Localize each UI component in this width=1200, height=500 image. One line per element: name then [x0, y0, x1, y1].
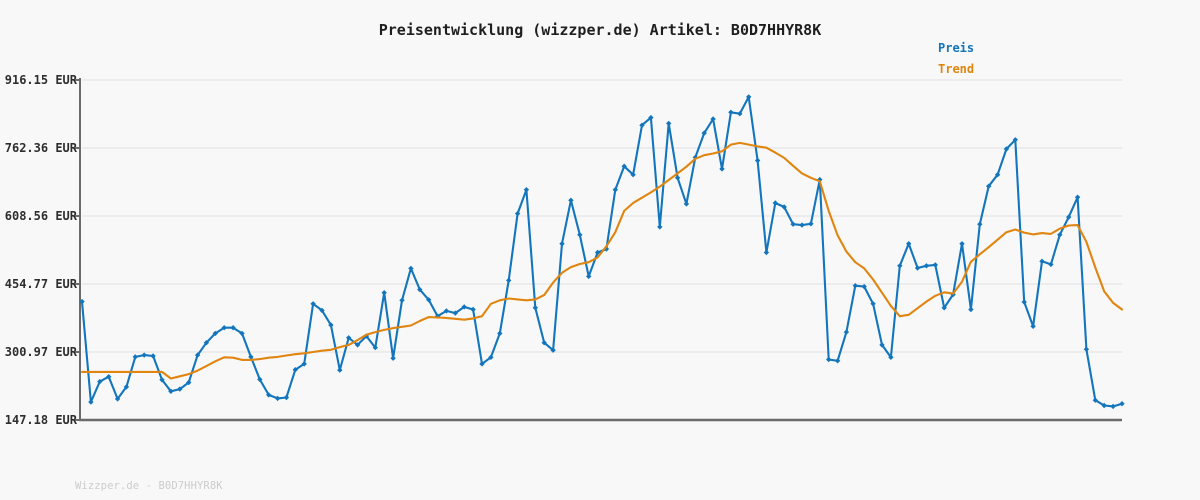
- y-tick-label: 608.56 EUR: [4, 209, 77, 223]
- chart-title: Preisentwicklung (wizzper.de) Artikel: B…: [378, 21, 822, 39]
- series-line-trend: [80, 141, 1124, 380]
- legend: Preis Trend: [938, 38, 974, 80]
- y-tick-label: 300.97 EUR: [4, 345, 77, 359]
- y-tick-label: 147.18 EUR: [4, 413, 77, 427]
- y-tick-label: 762.36 EUR: [4, 141, 77, 155]
- y-tick-label: 454.77 EUR: [4, 277, 77, 291]
- legend-item-preis: Preis: [938, 41, 975, 55]
- watermark: Wizzper.de - B0D7HHYR8K: [75, 480, 223, 492]
- legend-item-trend: Trend: [938, 62, 975, 76]
- y-tick-label: 916.15 EUR: [4, 73, 77, 87]
